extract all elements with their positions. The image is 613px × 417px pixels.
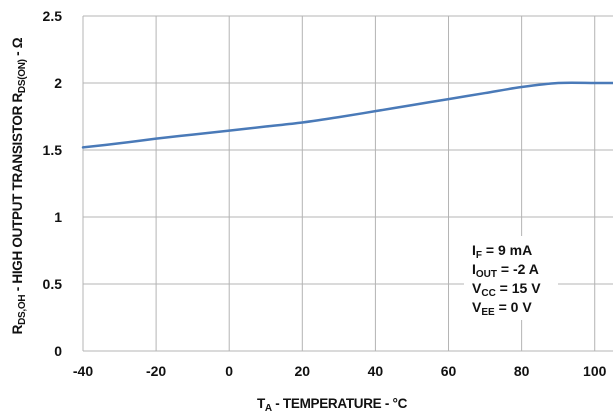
y-tick-label: 0.5 (43, 276, 63, 292)
x-tick-label: -20 (146, 363, 166, 379)
x-tick-label: 100 (583, 363, 607, 379)
annotation-line: VEE = 0 V (472, 299, 532, 318)
x-tick-label: -40 (73, 363, 93, 379)
x-tick-label: 40 (368, 363, 384, 379)
y-tick-label: 2.5 (43, 8, 63, 24)
y-tick-label: 2 (54, 75, 62, 91)
x-axis-label: TA - TEMPERATURE - °C (257, 396, 408, 414)
x-tick-label: 80 (514, 363, 530, 379)
annotation-line: IF = 9 mA (472, 242, 532, 261)
annotation-line: IOUT = -2 A (472, 261, 539, 280)
y-axis-label: RDS,OH - HIGH OUTPUT TRANSISTOR RDS(ON) … (10, 37, 28, 334)
tick-labels: -40 -20 0 20 40 60 80 100 0 0.5 1 1.5 2 2.5 (43, 8, 607, 379)
y-tick-label: 0 (54, 343, 62, 359)
annotation-line: VCC = 15 V (472, 280, 541, 299)
x-tick-label: 0 (225, 363, 233, 379)
y-tick-label: 1 (54, 209, 62, 225)
x-tick-label: 60 (441, 363, 457, 379)
annotation-box (464, 236, 558, 320)
x-tick-label: 20 (295, 363, 311, 379)
y-tick-label: 1.5 (43, 142, 63, 158)
series-line-rdson (81, 81, 613, 149)
